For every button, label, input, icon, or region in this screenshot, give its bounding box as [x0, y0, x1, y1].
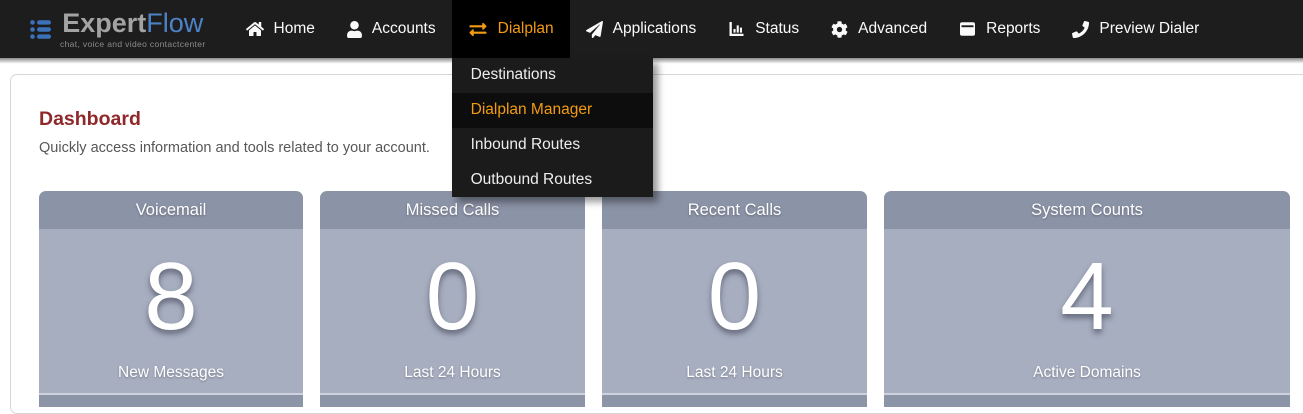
dropdown-item-destinations[interactable]: Destinations — [470, 66, 556, 84]
card-footer — [884, 393, 1290, 407]
page-subtitle: Quickly access information and tools rel… — [39, 140, 430, 156]
nav-item-dialplan[interactable]: Dialplan Destinations Dialplan Manager I… — [451, 0, 653, 197]
card-footer — [39, 393, 303, 407]
dropdown-item-inbound-routes[interactable]: Inbound Routes — [470, 135, 581, 153]
main-menu: Home Accounts Dialplan Destinations Dial… — [230, 0, 1216, 197]
card-label: New Messages — [118, 364, 224, 381]
home-icon — [245, 22, 264, 36]
card-value: 4 — [1060, 242, 1114, 350]
dropdown-item-outbound-routes[interactable]: Outbound Routes — [470, 170, 593, 188]
card-value: 8 — [144, 242, 198, 350]
card-label: Last 24 Hours — [686, 364, 783, 381]
user-icon — [346, 20, 362, 38]
card-missed-calls[interactable]: Missed Calls 0 Last 24 Hours — [320, 191, 585, 407]
card-value: 0 — [425, 242, 480, 350]
card-label: Last 24 Hours — [404, 364, 501, 381]
card-title: System Counts — [884, 191, 1290, 229]
card-recent-calls[interactable]: Recent Calls 0 Last 24 Hours — [602, 191, 867, 407]
dashboard-panel: Dashboard Quickly access information and… — [10, 74, 1303, 414]
card-footer — [320, 393, 585, 407]
exchange-arrows-icon — [469, 22, 487, 36]
top-navbar: ExpertFlow chat, voice and video contact… — [0, 0, 1303, 197]
nav-item-advanced[interactable]: Advanced — [815, 0, 943, 58]
card-footer — [602, 393, 867, 407]
card-system-counts[interactable]: System Counts 4 Active Domains — [884, 191, 1290, 407]
metric-cards-row: Voicemail 8 New Messages Missed Calls 0 … — [39, 191, 1303, 407]
gear-icon — [831, 20, 848, 38]
page-title: Dashboard — [39, 108, 141, 130]
brand-tagline: chat, voice and video contactcenter — [60, 38, 206, 49]
card-label: Active Domains — [1033, 364, 1141, 381]
bar-chart-icon — [729, 22, 744, 36]
card-title: Voicemail — [39, 191, 303, 229]
brand-logo[interactable]: ExpertFlow chat, voice and video contact… — [30, 0, 206, 58]
card-title: Recent Calls — [602, 191, 867, 229]
dropdown-item-dialplan-manager[interactable]: Dialplan Manager — [451, 92, 653, 128]
card-title: Missed Calls — [320, 191, 585, 229]
nav-item-home[interactable]: Home — [230, 0, 331, 58]
card-voicemail[interactable]: Voicemail 8 New Messages — [39, 191, 303, 407]
nav-item-status[interactable]: Status — [712, 0, 815, 58]
phone-icon — [1072, 20, 1090, 38]
dialplan-dropdown-menu: Destinations Dialplan Manager Inbound Ro… — [451, 58, 653, 197]
card-value: 0 — [707, 242, 762, 350]
nav-item-applications[interactable]: Applications — [570, 0, 713, 58]
nav-item-reports[interactable]: Reports — [943, 0, 1056, 58]
nav-item-accounts[interactable]: Accounts — [331, 0, 452, 58]
brand-name: ExpertFlow — [62, 7, 204, 38]
window-icon — [960, 22, 976, 36]
brand-list-bars-icon — [30, 19, 51, 39]
nav-item-preview-dialer[interactable]: Preview Dialer — [1056, 0, 1215, 58]
paper-plane-icon — [585, 20, 603, 38]
